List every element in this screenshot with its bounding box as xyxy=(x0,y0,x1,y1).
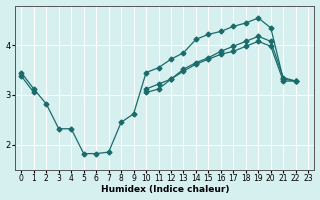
X-axis label: Humidex (Indice chaleur): Humidex (Indice chaleur) xyxy=(100,185,229,194)
